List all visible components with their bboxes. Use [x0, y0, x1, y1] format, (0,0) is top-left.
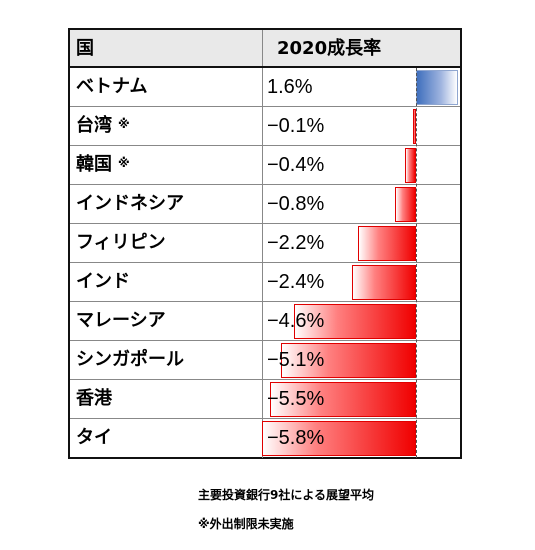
country-label: マレーシア	[76, 310, 166, 331]
country-name: インド	[70, 263, 263, 301]
country-label: シンガポール	[76, 349, 184, 370]
table-row: シンガポール −5.1%	[70, 341, 460, 380]
growth-value: 1.6%	[267, 76, 313, 98]
country-label: 台湾	[76, 115, 112, 136]
country-name: インドネシア	[70, 185, 263, 223]
country-label: 香港	[76, 388, 112, 409]
table-header: 国 2020成長率	[70, 30, 460, 68]
country-name: ベトナム	[70, 68, 263, 106]
table-row: ベトナム 1.6%	[70, 68, 460, 107]
growth-bar	[357, 226, 416, 261]
country-name: フィリピン	[70, 224, 263, 262]
growth-bar	[413, 109, 416, 144]
header-growth: 2020成長率	[277, 38, 382, 59]
table-row: インド −2.4%	[70, 263, 460, 302]
footnote-mark: ※	[118, 156, 130, 170]
growth-cell: −2.2%	[263, 224, 460, 262]
growth-table: 国 2020成長率 ベトナム 1.6% 台湾 ※ −0.1% 韓国 ※ −0.4% インドネシア…	[68, 28, 462, 459]
country-label: 韓国	[76, 154, 112, 175]
table-row: マレーシア −4.6%	[70, 302, 460, 341]
growth-cell: −0.8%	[263, 185, 460, 223]
growth-cell: −5.1%	[263, 341, 460, 379]
growth-value: −0.8%	[267, 193, 325, 215]
header-growth-cell: 2020成長率	[263, 30, 460, 66]
growth-value: −0.4%	[267, 154, 325, 176]
zero-line	[416, 68, 417, 458]
growth-cell: −4.6%	[263, 302, 460, 340]
growth-value: −4.6%	[267, 310, 325, 332]
table-row: 香港 −5.5%	[70, 380, 460, 419]
table-row: タイ −5.8%	[70, 419, 460, 458]
growth-value: −5.5%	[267, 388, 325, 410]
country-name: 台湾 ※	[70, 107, 263, 145]
country-label: タイ	[76, 427, 112, 448]
growth-bar	[280, 343, 416, 378]
country-label: インドネシア	[76, 193, 184, 214]
growth-value: −5.8%	[267, 427, 325, 449]
growth-bar	[294, 304, 416, 339]
growth-value: −5.1%	[267, 349, 325, 371]
growth-bar	[416, 70, 459, 105]
growth-value: −2.2%	[267, 232, 325, 254]
growth-bar	[405, 148, 416, 183]
growth-cell: −5.8%	[262, 419, 460, 458]
footnote-mark: ※	[118, 117, 130, 131]
country-label: フィリピン	[76, 232, 166, 253]
growth-cell: −0.1%	[263, 107, 460, 145]
growth-bar	[270, 382, 416, 417]
footnote: ※外出制限未実施	[198, 517, 294, 531]
header-country: 国	[70, 30, 263, 66]
source-note: 主要投資銀行9社による展望平均	[198, 488, 374, 502]
table-row: フィリピン −2.2%	[70, 224, 460, 263]
table-row: 韓国 ※ −0.4%	[70, 146, 460, 185]
country-name: 香港	[70, 380, 263, 418]
growth-cell: −5.5%	[263, 380, 460, 418]
table-row: インドネシア −0.8%	[70, 185, 460, 224]
country-name: タイ	[70, 419, 263, 458]
growth-value: −2.4%	[267, 271, 325, 293]
country-name: マレーシア	[70, 302, 263, 340]
growth-bar	[262, 421, 416, 456]
country-name: シンガポール	[70, 341, 263, 379]
growth-cell: −2.4%	[263, 263, 460, 301]
growth-value: −0.1%	[267, 115, 325, 137]
growth-cell: −0.4%	[263, 146, 460, 184]
growth-bar	[352, 265, 416, 300]
table-row: 台湾 ※ −0.1%	[70, 107, 460, 146]
country-name: 韓国 ※	[70, 146, 263, 184]
country-label: インド	[76, 271, 130, 292]
growth-bar	[394, 187, 416, 222]
country-label: ベトナム	[76, 76, 148, 97]
growth-cell: 1.6%	[263, 68, 460, 106]
